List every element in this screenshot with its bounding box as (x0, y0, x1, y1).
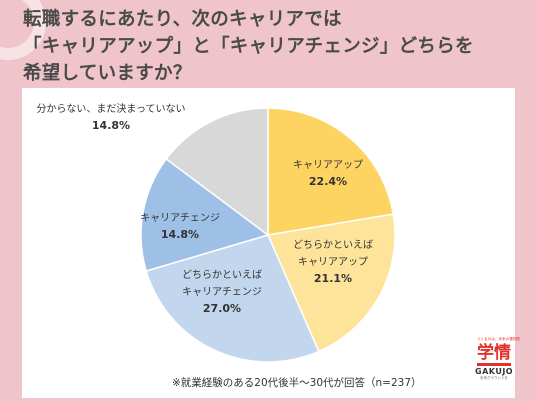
pie-slice-1 (267, 107, 395, 236)
pie-slice-2 (266, 213, 396, 353)
logo-tagline: つくるのは、未来の選択肢 (476, 336, 521, 341)
pie-slice-5 (165, 107, 269, 237)
logo-sub: 未来グラウンドを (480, 376, 508, 380)
slice-5-value-label: 14.8% (92, 119, 130, 132)
title-line-3: 希望していますか？ (23, 63, 192, 84)
title-line-1: 転職するにあたり、次のキャリアでは (23, 9, 342, 30)
slice-2-category-label: どちらかといえば (293, 239, 373, 251)
logo-bar (477, 363, 511, 366)
slice-4-value-label: 14.8% (161, 228, 199, 241)
pie-chart: キャリアアップ22.4%どちらかといえばキャリアアップ21.1%どちらかといえば… (36, 103, 396, 363)
chart-panel: キャリアアップ 22.4% どちらかといえば キャリアアップ 21.1% どちらかといえば… (22, 88, 521, 398)
slice-3-category-label: どちらかといえば (182, 269, 262, 281)
title-line-2: 「キャリアアップ」と「キャリアチェンジ」どちらを (23, 36, 474, 57)
slice-5-category-label: 分からない、まだ決まっていない (36, 103, 185, 115)
footnote: ※就業経験のある20代後半〜30代が回答（n=237） (172, 377, 422, 389)
slice-4-category-label: キャリアチェンジ (140, 212, 220, 224)
page-title: 転職するにあたり、次のキャリアでは 「キャリアアップ」と「キャリアチェンジ」どち… (23, 6, 513, 87)
pie-slice-4 (140, 157, 270, 272)
gakujo-logo: つくるのは、未来の選択肢 学情 GAKUJO 未来グラウンドを (475, 336, 521, 381)
slice-1-value-label: 22.4% (309, 175, 347, 188)
pie-slice-3 (145, 234, 320, 363)
slice-2-category-label: キャリアアップ (298, 256, 368, 268)
logo-mark: 学情 (477, 343, 511, 363)
slice-3-category-label: キャリアチェンジ (182, 286, 262, 298)
slice-1-category-label: キャリアアップ (293, 159, 363, 171)
slice-3-value-label: 27.0% (203, 302, 241, 315)
logo-name-en: GAKUJO (475, 367, 514, 376)
slice-2-value-label: 21.1% (314, 272, 352, 285)
